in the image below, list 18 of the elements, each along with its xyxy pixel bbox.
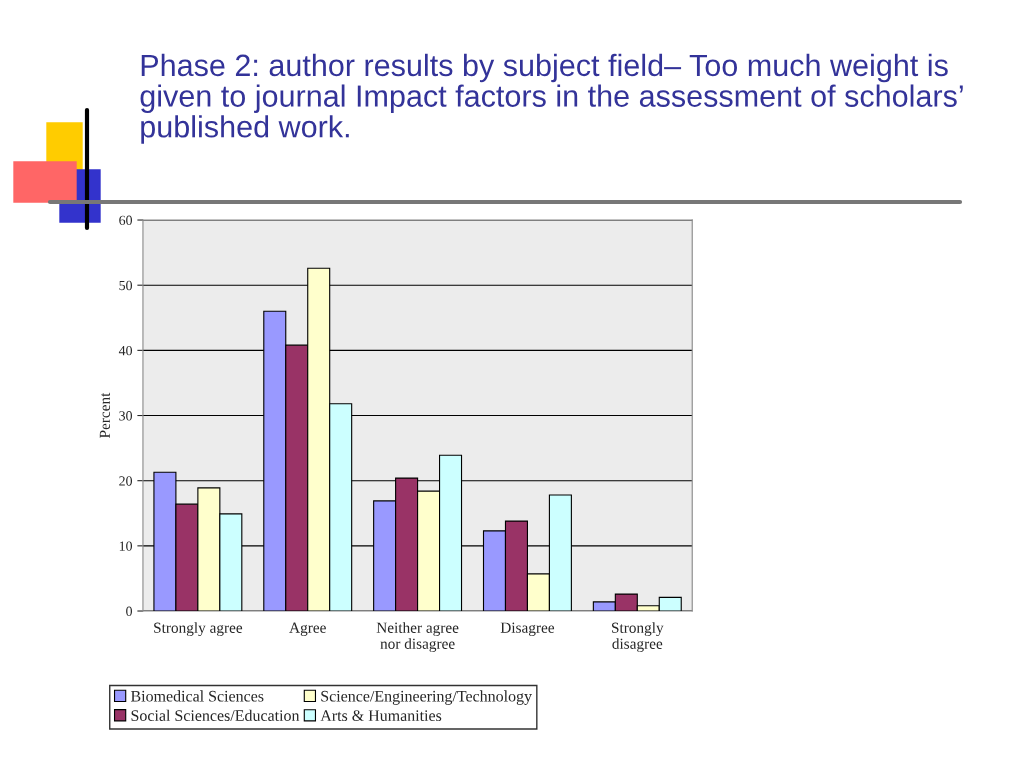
x-tick-label: Strongly agree <box>154 622 243 637</box>
y-tick-label: 60 <box>119 215 132 225</box>
chart-title: Phase 2: author results by subject field– Too much weight is given to journal Impact factors in the assessment of scholars’ published work. <box>140 53 963 144</box>
x-tick-label: Disagree <box>500 622 555 636</box>
y-tick-label: 40 <box>118 345 132 356</box>
legend-label: Biomedical Sciences <box>130 690 264 702</box>
x-tick-label: Agree <box>289 622 326 636</box>
y-axis-title: Percent <box>99 392 110 438</box>
y-tick-label: 20 <box>119 476 132 486</box>
x-tick-label: Strongly disagree <box>612 622 664 653</box>
y-tick-label: 50 <box>119 280 132 291</box>
y-tick-label: 10 <box>119 541 132 551</box>
legend-label: Science/Engineering/Technology <box>321 690 532 705</box>
legend-label: Arts & Humanities <box>320 710 442 722</box>
x-tick-label: Neither agree nor disagree <box>376 622 459 653</box>
y-tick-label: 0 <box>126 606 132 616</box>
y-tick-label: 30 <box>119 411 132 421</box>
legend-label: Social Sciences/Education <box>131 709 300 721</box>
